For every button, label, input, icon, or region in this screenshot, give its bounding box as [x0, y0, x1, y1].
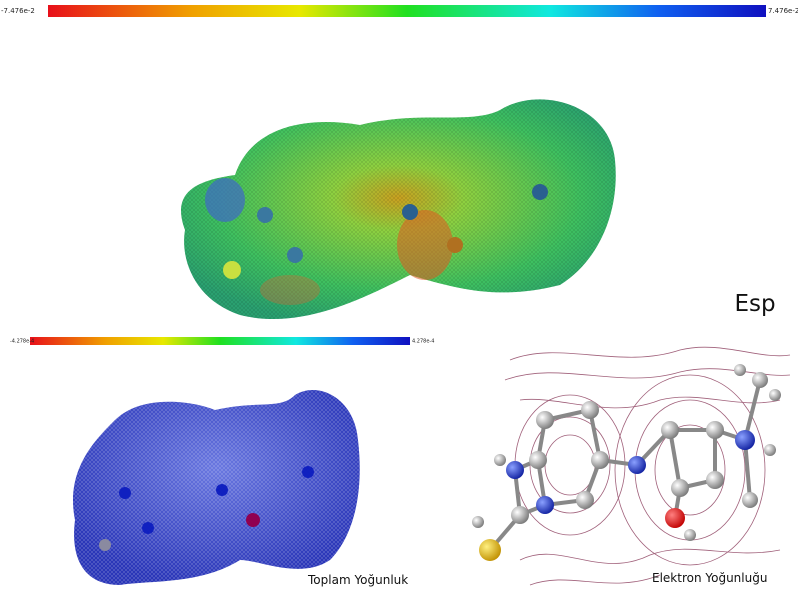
panel-label: Toplam Yoğunluk — [307, 573, 408, 587]
density-surface — [73, 390, 360, 585]
color-bar — [30, 337, 410, 345]
scale-min: -4.278e-4 — [10, 339, 34, 345]
esp-surface — [181, 99, 616, 319]
scale-max: 7.476e-2 — [768, 7, 798, 15]
panel-label: Esp — [734, 291, 775, 317]
figure: -7.476e-2 7.476e-2 Esp -4.278e-4 4.278e-… — [0, 0, 798, 598]
panel-label: Elektron Yoğunluğu — [652, 571, 767, 585]
color-bar — [48, 5, 766, 17]
scale-max: 4.278e-4 — [412, 339, 434, 345]
scale-min: -7.476e-2 — [1, 7, 35, 15]
